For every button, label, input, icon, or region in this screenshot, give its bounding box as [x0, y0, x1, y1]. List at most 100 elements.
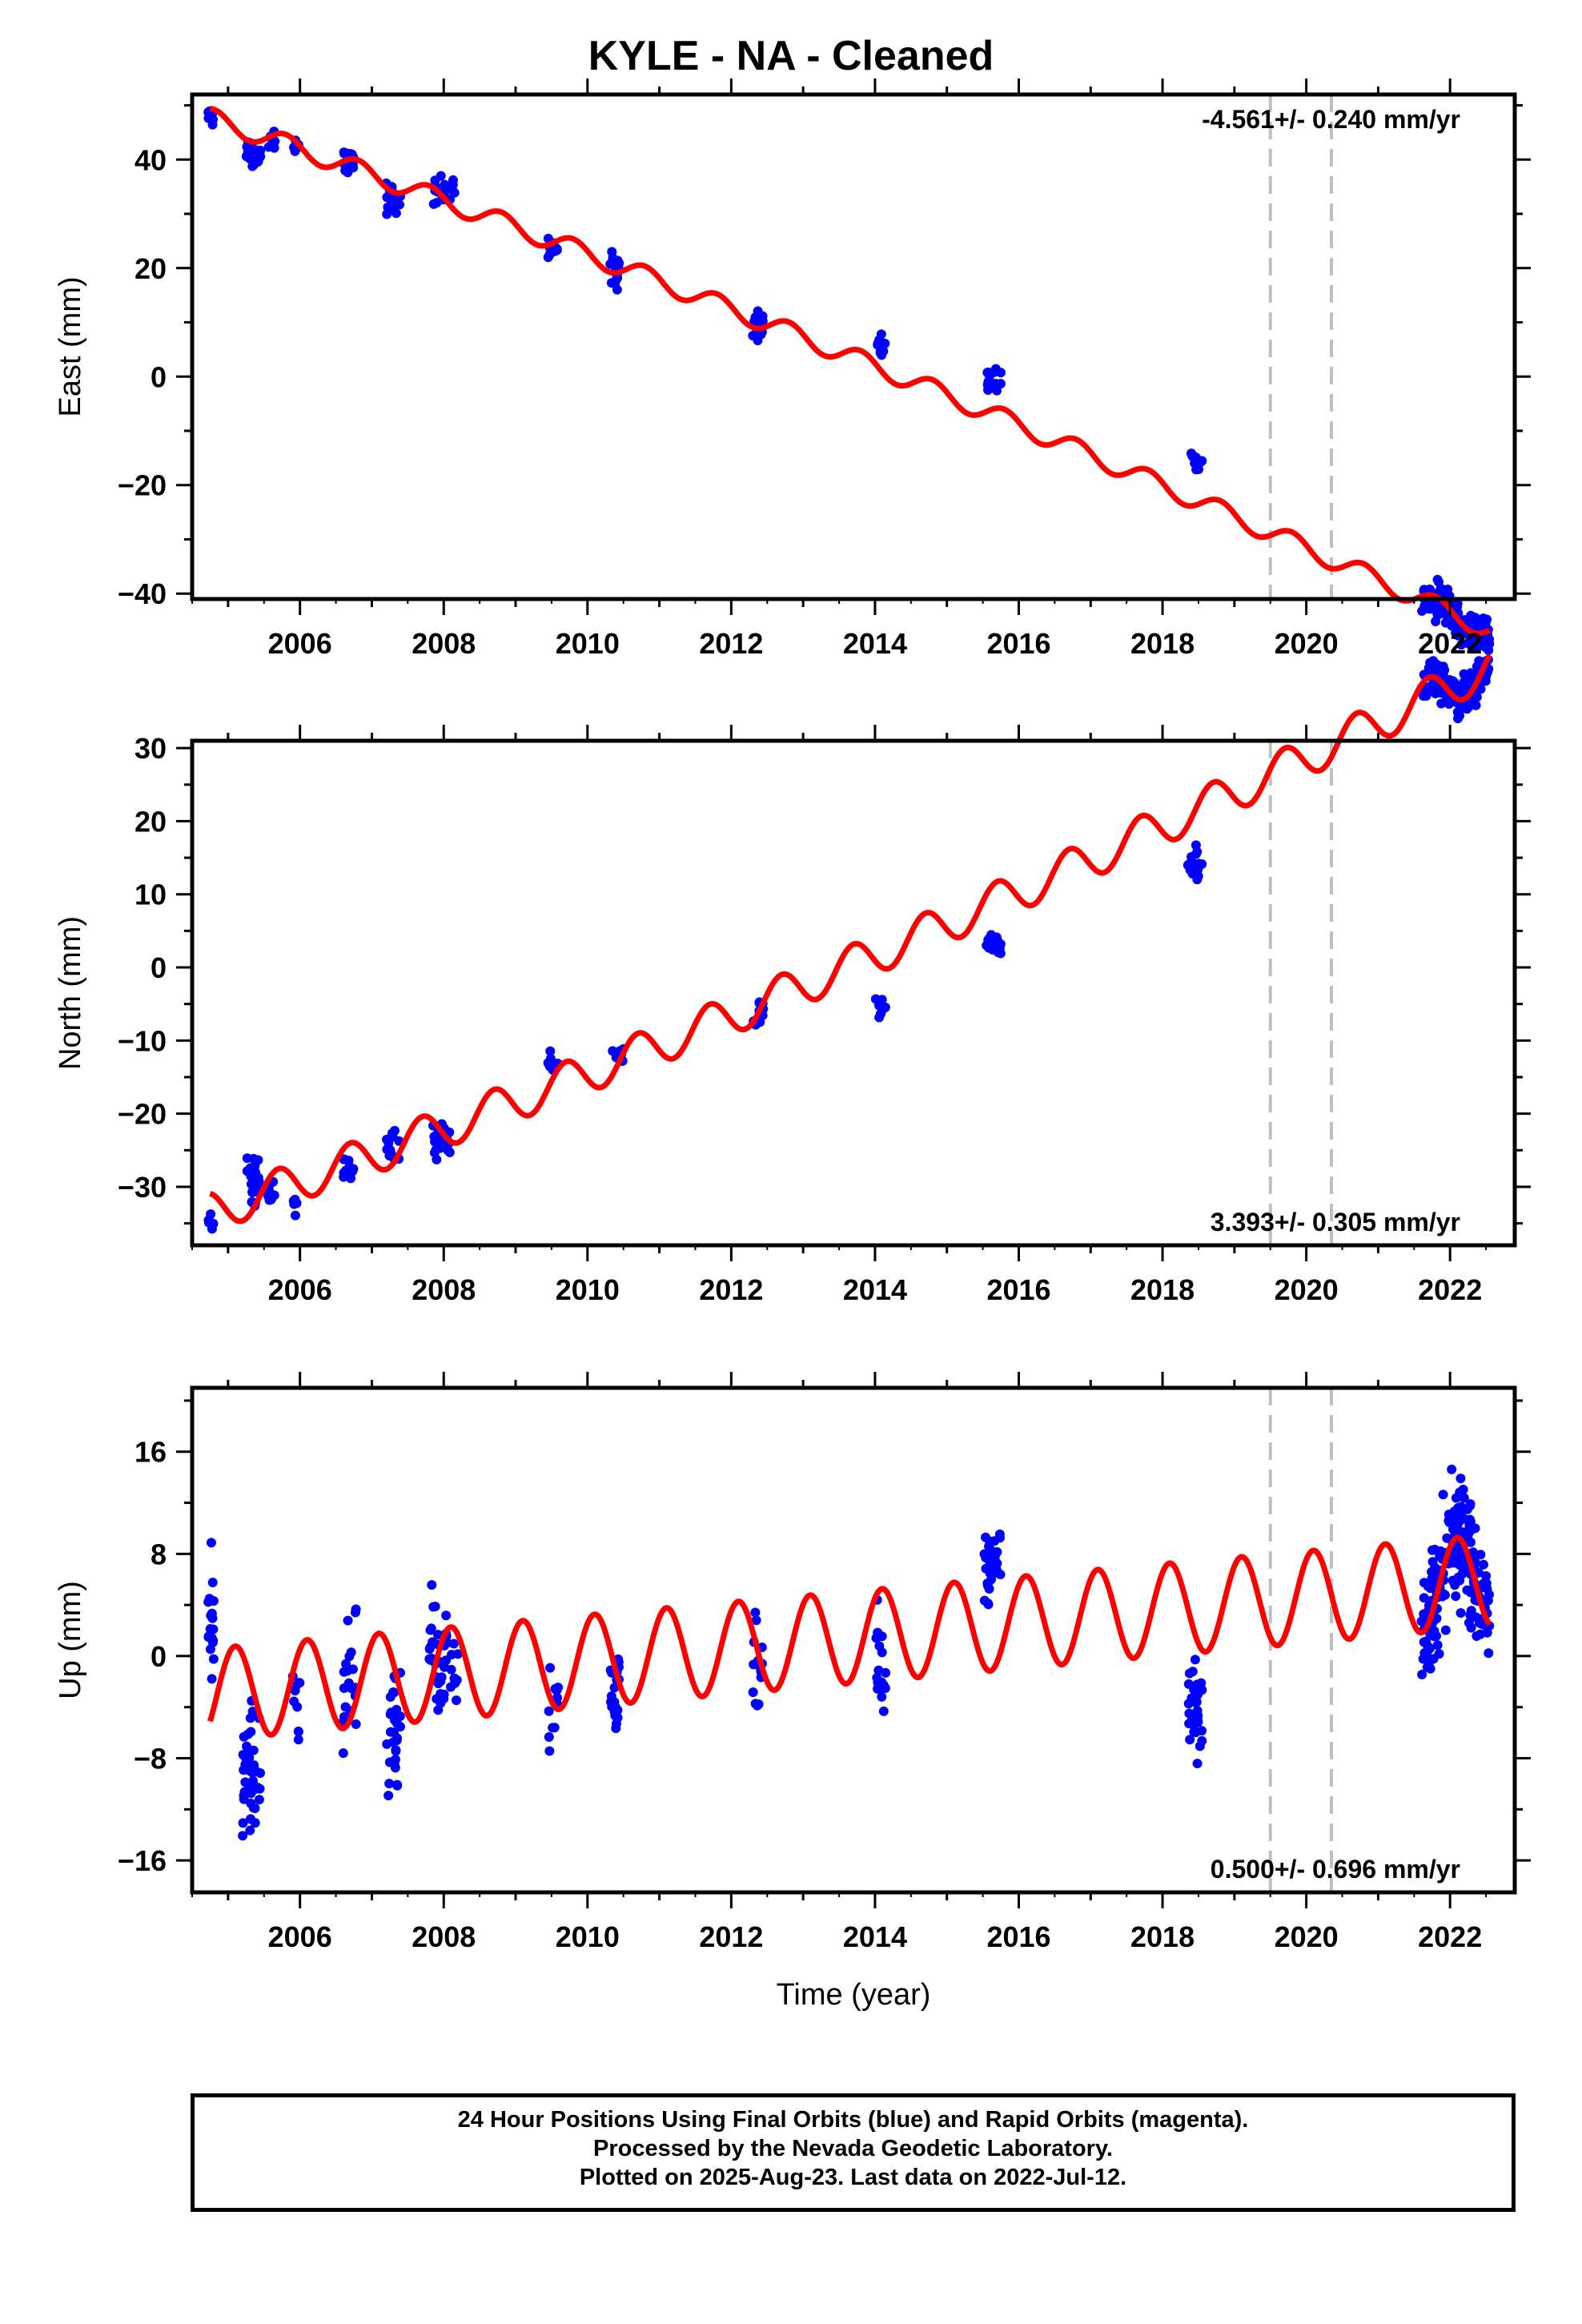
- north-observation-point: [247, 1187, 258, 1197]
- up-observation-point: [295, 1678, 305, 1688]
- east-observation-point: [988, 380, 998, 391]
- up-observation-point: [1435, 1546, 1446, 1556]
- up-observation-point: [982, 1598, 993, 1609]
- east-observation-point: [878, 346, 889, 356]
- east-observation-point: [432, 198, 442, 208]
- north-y-tick-label: −30: [118, 1171, 167, 1204]
- up-observation-point: [1190, 1655, 1200, 1665]
- east-y-tick-label: −40: [118, 577, 167, 610]
- up-observation-point: [1471, 1612, 1481, 1622]
- up-observation-point: [552, 1685, 562, 1695]
- east-observation-point: [1434, 577, 1444, 587]
- up-observation-point: [242, 1741, 252, 1751]
- up-observation-point: [384, 1779, 395, 1789]
- up-x-tick-label: 2012: [699, 1920, 763, 1953]
- east-observation-point: [612, 255, 623, 266]
- up-observation-point: [293, 1735, 303, 1745]
- up-x-tick-label: 2016: [986, 1920, 1050, 1953]
- north-observation-point: [430, 1136, 440, 1147]
- up-y-tick-label: 16: [135, 1436, 167, 1469]
- north-observation-point: [1450, 678, 1460, 689]
- east-y-axis-label: East (mm): [54, 276, 87, 416]
- north-observation-point: [1431, 659, 1441, 669]
- up-observation-point: [872, 1673, 882, 1683]
- up-observation-point: [292, 1702, 303, 1712]
- up-observation-point: [1421, 1651, 1431, 1661]
- up-observation-point: [985, 1546, 995, 1557]
- east-y-tick-label: 0: [151, 360, 167, 393]
- up-observation-point: [1484, 1590, 1494, 1600]
- up-observation-point: [1456, 1474, 1466, 1484]
- north-x-tick-label: 2012: [699, 1273, 763, 1306]
- east-observation-point: [873, 338, 883, 348]
- north-observation-point: [546, 1058, 556, 1068]
- north-y-tick-label: 20: [135, 805, 167, 838]
- up-observation-point: [340, 1702, 351, 1712]
- up-observation-point: [206, 1538, 216, 1548]
- north-observation-point: [1182, 860, 1193, 870]
- north-observation-point: [251, 1174, 262, 1184]
- up-x-tick-label: 2008: [412, 1920, 476, 1953]
- north-observation-point: [206, 1209, 216, 1220]
- up-observation-point: [985, 1536, 995, 1546]
- up-observation-point: [428, 1602, 439, 1612]
- up-observation-point: [1462, 1585, 1472, 1595]
- east-x-tick-label: 2018: [1130, 627, 1195, 660]
- east-observation-point: [436, 171, 446, 181]
- east-x-tick-label: 2020: [1275, 627, 1339, 660]
- east-observation-point: [343, 167, 353, 178]
- up-observation-point: [243, 1729, 253, 1739]
- north-rate-label: 3.393+/- 0.305 mm/yr: [1211, 1208, 1460, 1236]
- up-observation-point: [878, 1706, 889, 1716]
- up-observation-point: [1431, 1630, 1441, 1641]
- east-observation-point: [389, 203, 400, 214]
- east-observation-point: [250, 149, 260, 159]
- up-observation-point: [389, 1727, 400, 1738]
- up-observation-point: [207, 1578, 218, 1588]
- east-x-tick-label: 2010: [556, 627, 620, 660]
- up-observation-point: [436, 1689, 447, 1699]
- up-observation-point: [436, 1672, 447, 1683]
- up-observation-point: [388, 1687, 399, 1698]
- up-observation-point: [750, 1607, 761, 1618]
- up-observation-point: [877, 1631, 887, 1642]
- north-observation-point: [990, 942, 1000, 952]
- up-observation-point: [751, 1615, 761, 1626]
- east-y-tick-label: −20: [118, 469, 167, 502]
- up-observation-point: [385, 1709, 396, 1719]
- up-observation-point: [1425, 1583, 1435, 1594]
- up-observation-point: [1419, 1578, 1429, 1588]
- east-observation-point: [290, 146, 300, 156]
- north-observation-point: [874, 1000, 885, 1011]
- up-observation-point: [203, 1632, 214, 1642]
- up-observation-point: [250, 1803, 260, 1813]
- north-observation-point: [207, 1218, 218, 1228]
- up-observation-point: [545, 1663, 556, 1673]
- up-y-tick-label: 0: [151, 1640, 167, 1673]
- east-observation-point: [447, 183, 457, 194]
- up-observation-point: [245, 1825, 255, 1835]
- up-observation-point: [452, 1675, 462, 1685]
- east-y-tick-label: 20: [135, 252, 167, 285]
- north-x-tick-label: 2008: [412, 1273, 476, 1306]
- north-observation-point: [248, 1153, 259, 1164]
- north-observation-point: [1436, 698, 1447, 709]
- up-observation-point: [1432, 1640, 1443, 1651]
- up-observation-point: [609, 1697, 620, 1707]
- up-observation-point: [1452, 1508, 1462, 1518]
- up-observation-point: [343, 1678, 354, 1688]
- east-observation-point: [1417, 605, 1427, 616]
- up-x-tick-label: 2020: [1275, 1920, 1339, 1953]
- up-observation-point: [993, 1568, 1003, 1578]
- north-x-tick-label: 2016: [986, 1273, 1050, 1306]
- east-observation-point: [552, 245, 562, 255]
- up-observation-point: [391, 1746, 401, 1756]
- up-observation-point: [1458, 1485, 1468, 1495]
- up-observation-point: [1192, 1759, 1203, 1769]
- up-observation-point: [1423, 1659, 1434, 1669]
- up-observation-point: [1451, 1591, 1461, 1602]
- up-observation-point: [388, 1737, 399, 1747]
- up-observation-point: [544, 1746, 555, 1756]
- north-observation-point: [1437, 665, 1447, 676]
- east-observation-point: [607, 247, 617, 257]
